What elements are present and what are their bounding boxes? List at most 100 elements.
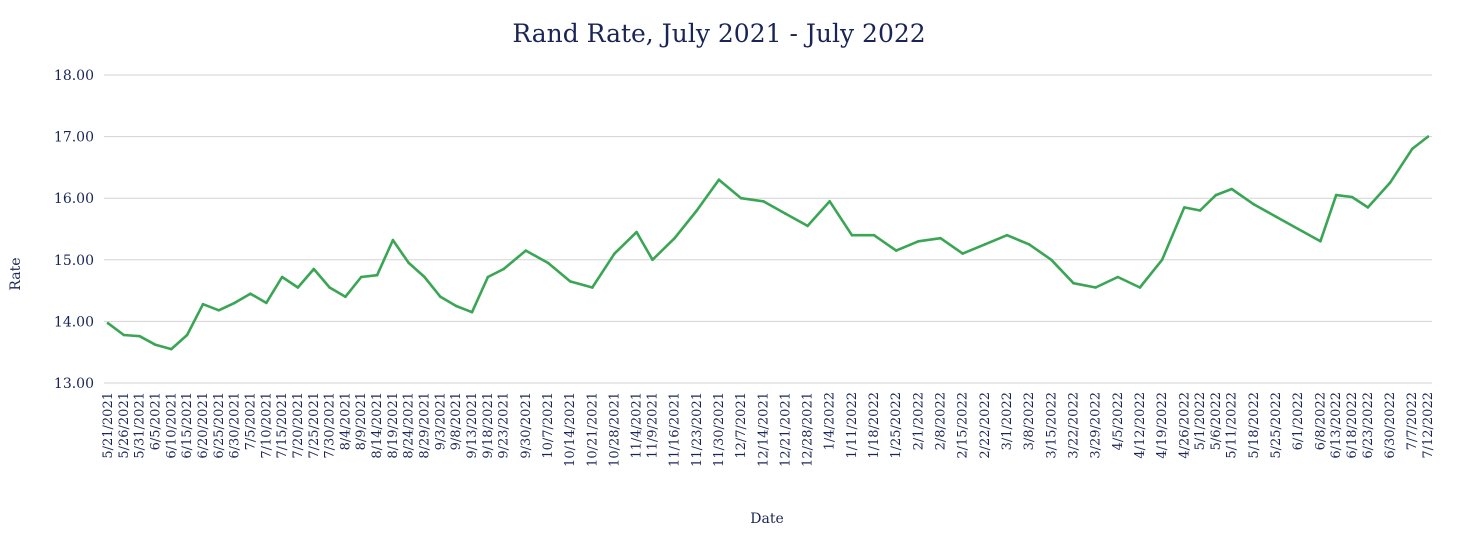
x-tick-label: 6/20/2021 [196, 392, 211, 459]
data-point [739, 196, 743, 200]
data-point [486, 275, 490, 279]
data-point [1183, 206, 1186, 209]
data-point [454, 304, 458, 308]
data-point [784, 212, 787, 215]
data-point [1160, 258, 1164, 262]
data-point [673, 236, 676, 240]
data-point [1072, 281, 1075, 285]
data-point [344, 295, 347, 299]
x-tick-label: 8/19/2021 [386, 392, 401, 459]
x-tick-label: 4/26/2022 [1177, 392, 1192, 459]
x-tick-label: 9/23/2021 [497, 392, 512, 459]
x-tick-label: 9/3/2021 [433, 392, 448, 450]
data-point [591, 286, 594, 289]
x-tick-label: 10/28/2021 [608, 392, 623, 467]
y-axis-ticks: 13.00 14.00 15.00 16.00 17.00 18.00 [54, 68, 94, 392]
x-tick-label: 9/30/2021 [519, 392, 534, 459]
data-point [983, 243, 987, 246]
x-tick-label: 3/15/2022 [1044, 392, 1059, 459]
data-point [872, 233, 876, 237]
x-tick-label: 1/18/2022 [867, 392, 882, 459]
x-tick-label: 2/1/2022 [911, 392, 926, 450]
series-layer [106, 135, 1430, 351]
x-tick-label: 8/14/2021 [370, 392, 385, 459]
x-tick-label: 5/18/2022 [1247, 392, 1262, 459]
x-tick-label: 12/7/2021 [734, 392, 749, 459]
x-axis-label: Date [750, 511, 783, 527]
x-tick-label: 7/25/2021 [307, 392, 322, 459]
data-point [635, 230, 638, 234]
x-tick-label: 7/10/2021 [259, 392, 274, 459]
data-point [806, 224, 809, 228]
x-tick-label: 11/16/2021 [668, 392, 683, 467]
x-tick-label: 7/20/2021 [291, 392, 306, 459]
x-tick-label: 10/7/2021 [541, 392, 556, 459]
x-tick-label: 6/8/2022 [1313, 392, 1328, 450]
data-point [439, 295, 442, 299]
data-point [1050, 258, 1053, 262]
x-tick-label: 1/4/2022 [823, 392, 838, 450]
data-point [470, 310, 474, 314]
x-tick-label: 8/9/2021 [354, 392, 369, 450]
x-tick-label: 6/13/2022 [1329, 392, 1344, 459]
x-tick-label: 10/21/2021 [585, 392, 600, 467]
data-point [1094, 286, 1097, 289]
data-point [1116, 275, 1120, 279]
data-point [359, 275, 363, 279]
x-tick-label: 6/1/2022 [1291, 392, 1306, 450]
x-tick-label: 5/21/2021 [101, 392, 116, 459]
data-point [1350, 195, 1354, 199]
grid-lines [104, 74, 1432, 384]
y-tick-label: 15.00 [54, 253, 94, 269]
x-tick-label: 7/12/2022 [1421, 392, 1436, 459]
y-tick-label: 17.00 [54, 130, 94, 146]
data-point [1426, 135, 1430, 138]
data-point [546, 261, 550, 265]
y-tick-label: 16.00 [54, 191, 94, 207]
data-point [185, 333, 189, 337]
y-tick-label: 14.00 [54, 314, 94, 330]
data-point [1252, 203, 1256, 206]
data-point [122, 333, 126, 337]
data-point [233, 301, 236, 305]
chart-title: Rand Rate, July 2021 - July 2022 [512, 19, 925, 48]
x-tick-label: 3/8/2022 [1022, 392, 1037, 450]
x-tick-label: 7/30/2021 [323, 392, 338, 459]
data-point [154, 343, 157, 347]
x-tick-label: 11/9/2021 [646, 392, 661, 459]
data-point [328, 286, 331, 289]
x-tick-label: 5/1/2022 [1193, 392, 1208, 450]
data-point [1138, 286, 1142, 289]
x-tick-label: 5/26/2021 [117, 392, 132, 459]
series-line [107, 135, 1429, 351]
x-tick-label: 7/5/2021 [243, 392, 258, 450]
data-point [1214, 193, 1218, 197]
data-point [375, 273, 379, 277]
x-tick-label: 2/22/2022 [978, 392, 993, 459]
data-point [1005, 233, 1009, 237]
data-point [1027, 243, 1031, 246]
x-tick-label: 5/25/2022 [1269, 392, 1284, 459]
x-tick-label: 4/19/2022 [1155, 392, 1170, 459]
data-point [423, 275, 426, 279]
x-tick-label: 7/7/2022 [1405, 392, 1420, 450]
x-tick-label: 6/30/2022 [1383, 392, 1398, 459]
x-tick-label: 8/24/2021 [402, 392, 417, 459]
x-tick-label: 4/12/2022 [1133, 392, 1148, 459]
x-tick-label: 6/23/2022 [1361, 392, 1376, 459]
x-tick-label: 3/29/2022 [1089, 392, 1104, 459]
x-tick-label: 8/4/2021 [338, 392, 353, 450]
data-point [1319, 240, 1322, 243]
x-tick-label: 3/1/2022 [1000, 392, 1015, 450]
x-tick-label: 6/10/2021 [164, 392, 179, 459]
data-point [762, 200, 765, 203]
data-point [1296, 227, 1300, 231]
x-tick-label: 4/5/2022 [1111, 392, 1126, 450]
x-tick-label: 10/14/2021 [563, 392, 578, 467]
data-point [695, 209, 699, 212]
data-point [1366, 206, 1370, 209]
x-tick-label: 5/6/2022 [1209, 392, 1224, 450]
data-point [170, 347, 173, 351]
data-point [280, 275, 284, 279]
data-point [201, 302, 205, 306]
